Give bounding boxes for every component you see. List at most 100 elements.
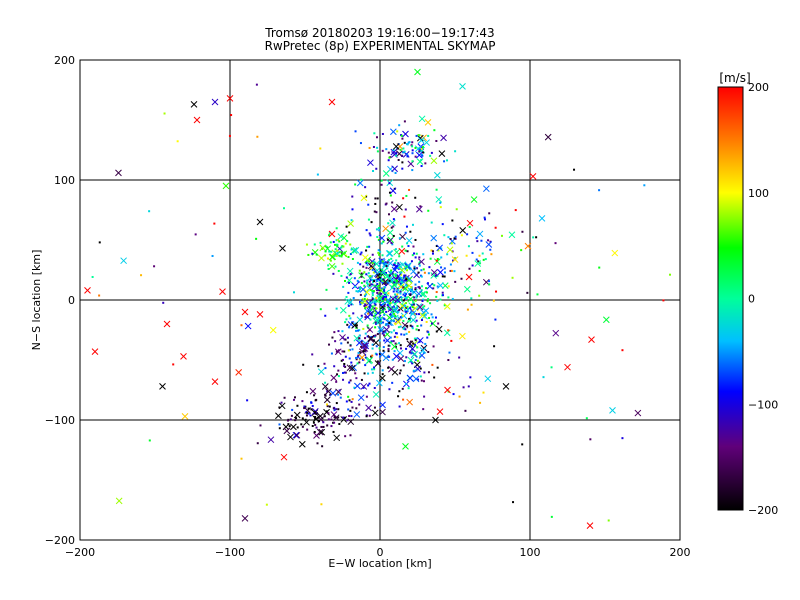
data-point [484,218,487,221]
data-point [413,296,416,299]
data-point [418,261,421,264]
data-point-cross [358,354,366,361]
data-point-cross [436,244,444,252]
data-point [422,151,425,154]
data-point [402,151,405,154]
data-point-cross [378,327,385,335]
data-point-cross [443,302,451,310]
data-point [344,435,347,438]
data-point [419,205,422,208]
data-point-cross [379,401,386,409]
data-point [427,134,430,137]
data-point [328,343,331,346]
data-point [404,310,407,313]
data-point [355,324,358,327]
data-point [423,395,426,398]
data-point-cross [383,326,390,333]
data-point [349,434,352,437]
x-tick-label: 100 [520,546,541,559]
data-point [382,303,385,306]
data-point-cross [163,320,171,328]
data-point [381,373,384,376]
data-point [460,277,463,280]
data-point [386,273,389,276]
data-point [399,290,402,293]
data-point [330,425,333,428]
data-point [367,312,370,315]
data-point [368,360,371,363]
data-point [373,368,376,371]
data-point [344,242,347,245]
data-point [381,308,384,311]
data-point [230,114,233,117]
data-point [336,373,339,376]
data-point [398,237,401,240]
data-point [397,310,400,313]
data-point-cross [318,254,325,262]
data-point [400,134,403,137]
data-point [394,322,397,325]
data-point-cross [389,219,396,227]
data-point [542,376,545,379]
data-point [340,274,343,277]
data-point [372,290,375,293]
data-point-cross [371,307,378,315]
data-point [311,353,314,356]
data-point [453,270,456,273]
data-point-cross [446,246,454,254]
data-point-cross [409,316,417,324]
data-point [350,303,353,306]
data-point-cross [235,368,243,376]
data-point-cross [318,428,326,436]
data-point [387,275,390,278]
data-point [585,417,588,420]
data-point [372,279,375,282]
data-point-cross [378,257,385,265]
data-point [373,302,376,305]
data-point [379,250,382,253]
data-point-cross [360,383,368,390]
data-point [354,130,357,133]
data-point-cross [269,326,277,334]
data-point [148,210,151,213]
data-point-cross [371,409,379,417]
data-point-cross [347,298,354,306]
data-point [392,315,395,318]
data-point [346,336,349,339]
data-point [343,362,346,365]
data-point [300,423,303,426]
data-point [410,286,413,289]
data-point [420,159,423,162]
data-point [295,417,298,420]
data-point-cross [378,234,386,242]
data-point [371,297,374,300]
data-point [364,303,367,306]
data-point [405,283,408,286]
data-point [423,371,426,374]
data-point [367,203,370,206]
data-point [387,307,390,310]
data-point-cross [372,391,380,398]
data-point-cross [354,382,361,390]
data-point [431,316,434,319]
scatter-points [91,83,672,522]
data-point [400,296,403,299]
data-point [402,364,405,367]
data-point [382,282,385,285]
data-point [387,258,390,261]
data-point [357,354,360,357]
data-point [383,289,386,292]
data-point [443,271,446,274]
data-point [401,314,404,317]
data-point [385,264,388,267]
data-point [405,225,408,228]
y-axis-ticks: −200 −100 0 100 200 [45,54,75,547]
data-point [455,208,458,211]
data-point [437,322,440,325]
data-point-cross [283,427,291,435]
data-point [454,237,457,240]
data-point-cross [390,205,398,213]
colorbar-gradient [717,86,744,511]
data-point [413,337,416,340]
data-point [368,283,371,286]
